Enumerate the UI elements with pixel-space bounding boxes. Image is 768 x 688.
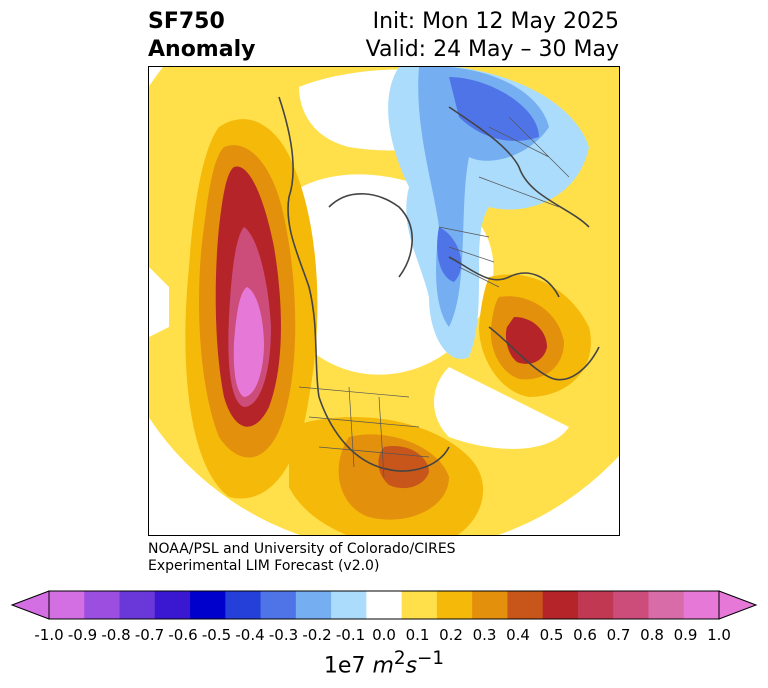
date-info: Init: Mon 12 May 2025 Valid: 24 May – 30… [366,8,619,64]
variable-label: SF750 [148,9,225,34]
colorbar-tick-label: -0.4 [235,626,265,644]
borders [298,116,570,478]
neutral-region-west [149,267,169,337]
colorbar-tick-label: -0.2 [302,626,332,644]
unit-s: s [405,653,418,679]
colorbar-tick-label: -1.0 [34,626,64,644]
colorbar-cell [436,591,473,619]
colorbar-cell [84,591,121,619]
colorbar-cell [366,591,403,619]
colorbar-tick-label: 0.5 [539,626,564,644]
map-title: SF750 Anomaly [148,8,255,64]
colorbar-tick-label: 0.8 [640,626,664,644]
colorbar-extend-high [718,590,758,620]
anomaly-map [149,67,619,535]
credit-line-2: Experimental LIM Forecast (v2.0) [148,558,380,574]
colorbar-cell [295,591,332,619]
colorbar-tick-label: 0.6 [573,626,597,644]
colorbar-tick-label: 0.7 [606,626,631,644]
colorbar-tick-label: -0.5 [201,626,232,644]
valid-range: Valid: 24 May – 30 May [365,37,619,62]
colorbar-cell [683,591,720,619]
colorbar-tick-label: 0.3 [472,626,497,644]
colorbar-tick-label: 0.0 [372,626,396,644]
colorbar-cell [472,591,508,619]
colorbar-cell [542,591,579,619]
negative-anomaly-strong [437,77,539,282]
colorbar-tick-label: -0.7 [134,626,165,644]
colorbar-cell [507,591,544,619]
colorbar-tick-label: 1.0 [707,626,731,644]
colorbar-border [48,590,720,620]
colorbar-cell [225,591,262,619]
colorbar-cell [190,591,226,619]
colorbar-tick-label: -0.6 [168,626,198,644]
credit-text: NOAA/PSL and University of Colorado/CIRE… [148,541,456,575]
colorbar-tick-label: -0.9 [67,626,98,644]
colorbar-cell [577,591,614,619]
colorbar-tick-label: 0.4 [506,626,530,644]
colorbar-cell [331,591,367,619]
colorbar-tick-label: 0.9 [673,626,698,644]
colorbar-tick-label: 0.2 [439,626,463,644]
colorbar-tick-label: -0.3 [268,626,299,644]
neutral-region-atlantic [434,367,569,449]
coastlines [278,96,600,472]
colorbar-tick-label: -0.8 [101,626,131,644]
colorbar-cell [613,591,649,619]
colorbar-unit-label: 1e7 m2s−1 [0,648,768,678]
positive-anomaly-magenta-west [233,287,264,397]
colorbar-cell [119,591,156,619]
colorbar-cell [401,591,438,619]
init-date: Init: Mon 12 May 2025 [372,9,619,34]
colorbar-cell [49,591,85,619]
unit-m-exp: 2 [393,648,406,669]
unit-m: m [372,653,394,679]
credit-line-1: NOAA/PSL and University of Colorado/CIRE… [148,541,456,557]
map-panel [148,66,620,536]
colorbar-tick-label: 0.1 [405,626,430,644]
anomaly-label: Anomaly [148,37,256,62]
positive-anomaly-red-east [378,446,429,489]
colorbar-cell [648,591,685,619]
colorbar-extend-low [10,590,50,620]
colorbar-tick-label: -0.1 [335,626,366,644]
unit-s-exp: −1 [417,648,445,669]
colorbar-cell [154,591,191,619]
colorbar [10,590,758,620]
colorbar-cell [260,591,297,619]
unit-base: 1e7 [323,653,373,679]
